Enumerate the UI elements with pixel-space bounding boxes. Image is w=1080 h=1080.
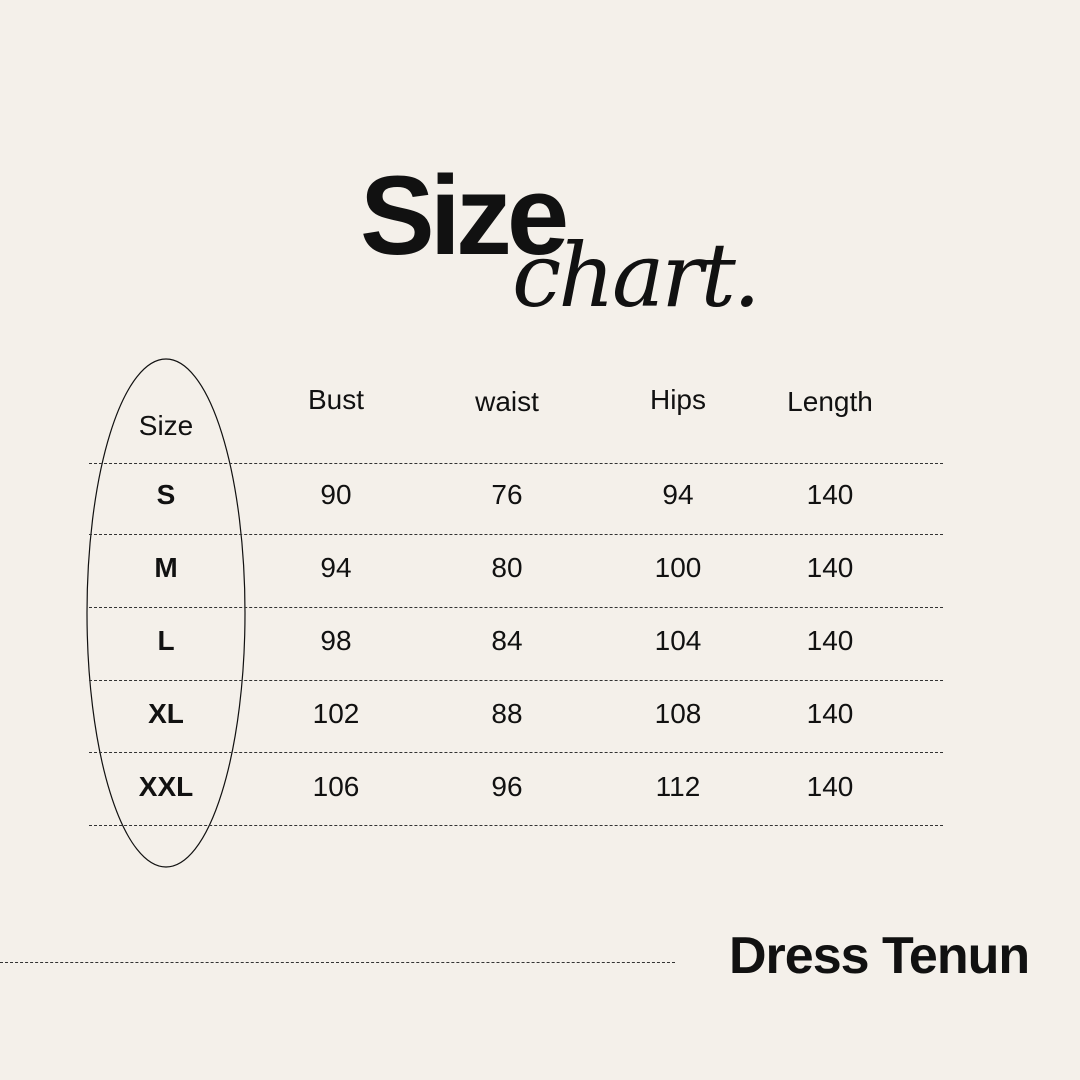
- column-header: Size: [138, 410, 194, 441]
- size-label: M: [154, 552, 178, 583]
- measurement-cell: 96: [491, 771, 523, 802]
- size-label: L: [157, 625, 175, 656]
- measurement-cell: 106: [312, 771, 360, 802]
- product-name: Dress Tenun: [729, 927, 1030, 985]
- measurement-cell: 112: [655, 771, 701, 802]
- column-header: Length: [787, 386, 873, 417]
- measurement-cell: 140: [806, 552, 854, 583]
- row-divider: [89, 752, 943, 753]
- measurement-cell: 80: [491, 552, 523, 583]
- size-label: S: [156, 479, 176, 510]
- size-label: XXL: [138, 771, 194, 802]
- row-divider: [89, 825, 943, 826]
- measurement-cell: 100: [654, 552, 702, 583]
- divider-line: [0, 962, 675, 963]
- measurement-cell: 76: [491, 479, 523, 510]
- row-divider: [89, 534, 943, 535]
- column-header: Hips: [649, 384, 706, 415]
- measurement-cell: 140: [806, 698, 854, 729]
- row-divider: [89, 463, 943, 464]
- measurement-cell: 94: [662, 479, 694, 510]
- column-header: Bust: [307, 384, 365, 415]
- measurement-cell: 102: [312, 698, 360, 729]
- measurement-cell: 90: [320, 479, 352, 510]
- measurement-cell: 84: [491, 625, 523, 656]
- row-divider: [89, 680, 943, 681]
- measurement-cell: 98: [320, 625, 352, 656]
- measurement-cell: 88: [491, 698, 523, 729]
- measurement-cell: 140: [806, 625, 854, 656]
- measurement-cell: 140: [806, 771, 854, 802]
- measurement-cell: 104: [654, 625, 702, 656]
- size-label: XL: [148, 698, 184, 729]
- measurement-cell: 94: [320, 552, 352, 583]
- column-header: waist: [475, 386, 539, 417]
- title-chart-script: chart.: [512, 224, 761, 327]
- measurement-cell: 140: [806, 479, 854, 510]
- measurement-cell: 108: [654, 698, 702, 729]
- title-size: Size: [360, 153, 569, 278]
- row-divider: [89, 607, 943, 608]
